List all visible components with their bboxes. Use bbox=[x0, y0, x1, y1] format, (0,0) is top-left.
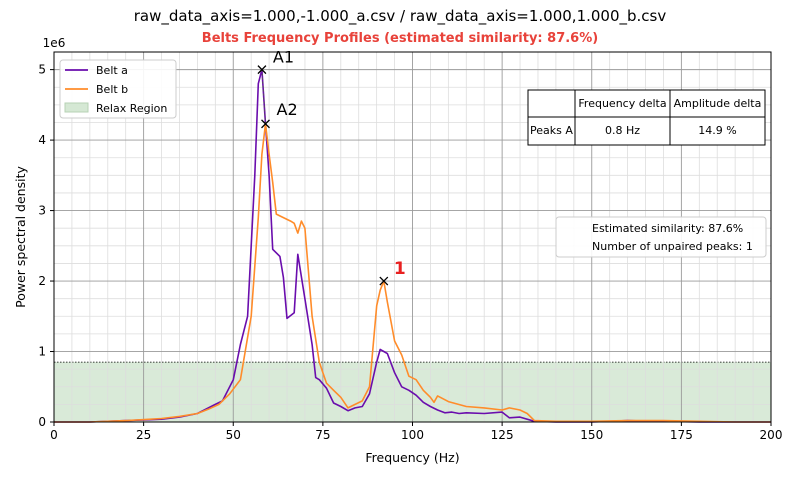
peak-label: A2 bbox=[277, 100, 298, 119]
info-box-line: Number of unpaired peaks: 1 bbox=[592, 240, 753, 253]
x-tick-label: 200 bbox=[760, 428, 783, 442]
peak-pair-connector bbox=[261, 69, 267, 124]
peak-table-header: Frequency delta bbox=[578, 97, 666, 110]
peak-table-header: Amplitude delta bbox=[674, 97, 762, 110]
info-box bbox=[555, 216, 767, 258]
peak-label: A1 bbox=[273, 48, 294, 67]
x-tick-label: 125 bbox=[491, 428, 514, 442]
belt-a-line bbox=[54, 68, 771, 423]
y-tick-label: 2 bbox=[38, 274, 46, 288]
x-tick-label: 50 bbox=[226, 428, 241, 442]
x-tick-label: 175 bbox=[670, 428, 693, 442]
peak-table-cell: 14.9 % bbox=[698, 124, 736, 137]
peak-label: 1 bbox=[394, 259, 406, 279]
chart-title: raw_data_axis=1.000,-1.000_a.csv / raw_d… bbox=[133, 7, 667, 25]
y-tick-label: 3 bbox=[38, 204, 46, 218]
peak-table-cell: 0.8 Hz bbox=[605, 124, 640, 137]
belt-b-line bbox=[54, 123, 771, 423]
peak-marker bbox=[379, 276, 389, 286]
x-tick-label: 150 bbox=[580, 428, 603, 442]
x-tick-label: 0 bbox=[50, 428, 58, 442]
y-tick-label: 4 bbox=[38, 133, 46, 147]
legend-label: Belt a bbox=[96, 64, 128, 77]
legend-label: Relax Region bbox=[96, 102, 167, 115]
peak-marker bbox=[261, 119, 270, 129]
y-tick-label: 0 bbox=[38, 415, 46, 429]
info-box-line: Estimated similarity: 87.6% bbox=[592, 222, 743, 235]
x-tick-label: 100 bbox=[401, 428, 424, 442]
peak-marker bbox=[257, 65, 267, 75]
y-axis-label: Power spectral density bbox=[13, 166, 28, 308]
y-axis-multiplier: 1e6 bbox=[43, 36, 66, 50]
legend-box bbox=[59, 59, 177, 119]
x-tick-label: 75 bbox=[315, 428, 330, 442]
chart-subtitle: Belts Frequency Profiles (estimated simi… bbox=[201, 31, 599, 46]
legend-swatch-relax bbox=[64, 102, 89, 113]
peak-table-cell: Peaks A bbox=[530, 124, 573, 137]
legend-label: Belt b bbox=[96, 83, 128, 96]
y-tick-label: 1 bbox=[38, 345, 46, 359]
x-tick-label: 25 bbox=[136, 428, 151, 442]
x-axis-label: Frequency (Hz) bbox=[365, 450, 459, 465]
y-tick-label: 5 bbox=[38, 63, 46, 77]
